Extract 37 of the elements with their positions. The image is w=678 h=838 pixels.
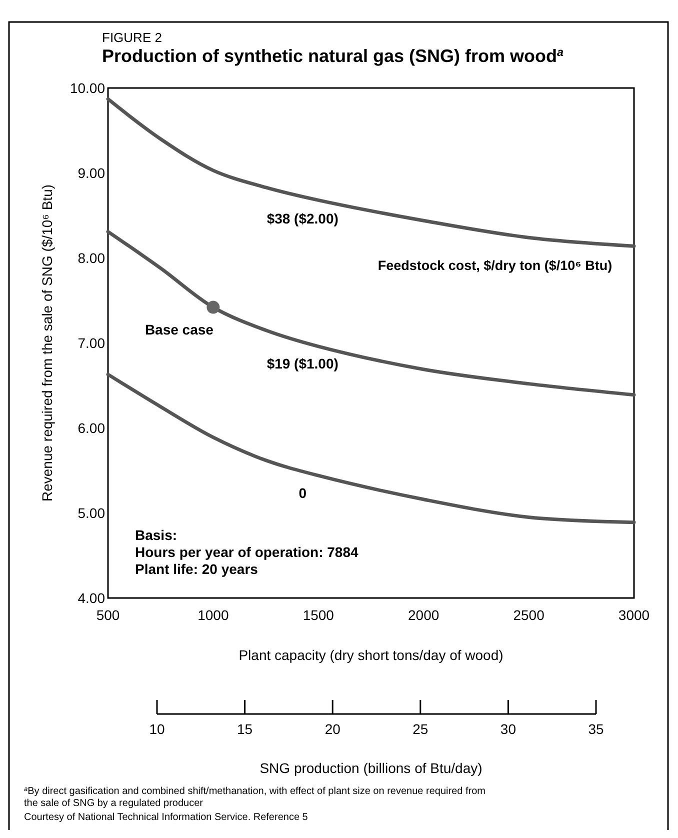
y-tick-label: 10.00 (70, 80, 106, 96)
series-label: 0 (298, 485, 307, 502)
x2-tick-label: 30 (500, 721, 516, 737)
x-tick-label: 1500 (302, 607, 334, 623)
x2-tick-label: 20 (324, 721, 341, 737)
x-axis-title: Plant capacity (dry short tons/day of wood) (238, 647, 504, 663)
x-tick-label: 2000 (408, 607, 440, 623)
chart-title: Production of synthetic natural gas (SNG) from wood$^{a}$ (102, 46, 564, 66)
caption: FIGURE 2 (102, 30, 162, 45)
x-tick-label: 2500 (513, 607, 545, 623)
annotation: Basis: (135, 527, 178, 543)
x-tick-label: 3000 (618, 607, 650, 623)
annotation: Base case (144, 321, 214, 338)
y-tick-label: 4.00 (78, 590, 106, 606)
line-series (106, 97, 636, 248)
x2-tick-label: 10 (149, 721, 165, 737)
y-tick-label: 7.00 (78, 335, 106, 351)
series-label: $38 ($2.00) (266, 210, 338, 226)
series-label: $19 ($1.00) (266, 356, 338, 372)
x2-tick-label: 25 (412, 721, 428, 737)
y-tick-label: 5.00 (78, 505, 106, 521)
legend-title: Feedstock cost, $/dry ton ($/10⁶ Btu) (378, 258, 612, 273)
x2-tick-label: 35 (588, 721, 604, 737)
line-series (106, 372, 636, 524)
line-series (106, 230, 636, 397)
text: Courtesy of National Technical Information Service. Reference 5 (24, 812, 308, 823)
y-tick-label: 9.00 (78, 165, 106, 181)
annotation: Hours per year of operation: 7884 (135, 544, 359, 560)
x2-tick-label: 15 (237, 721, 253, 737)
x-tick-label: 500 (96, 607, 120, 623)
y-axis-title: Revenue required from the sale of SNG ($/10⁶ Btu) (39, 184, 55, 502)
x2-axis-title: SNG production (billions of Btu/day) (260, 760, 482, 776)
text: $^{a}$By direct gasification and combined shift/methanation, with effect of plant size on revenue required from the sale of SNG by a regulated producer (24, 786, 486, 809)
x-tick-label: 1000 (198, 607, 229, 623)
annotation: Plant life: 20 years (135, 561, 258, 577)
y-tick-label: 8.00 (78, 250, 106, 266)
y-tick-label: 6.00 (78, 420, 106, 436)
